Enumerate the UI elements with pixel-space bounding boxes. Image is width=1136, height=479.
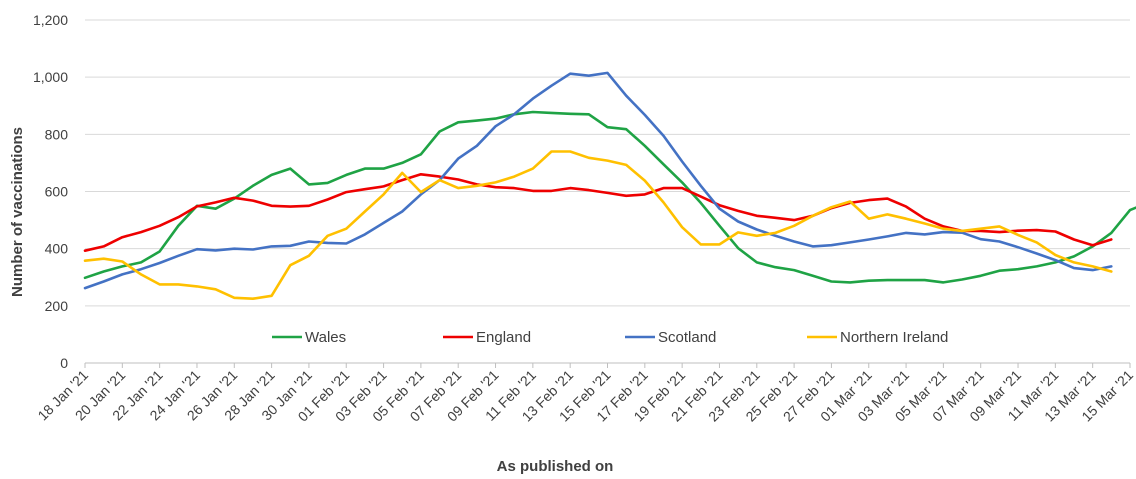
y-axis-ticks: 0 200 400 600 800 1,000 1,200 bbox=[33, 12, 68, 371]
series-line-scotland bbox=[85, 73, 1111, 288]
series-line-england bbox=[85, 174, 1111, 250]
legend-label-england: England bbox=[476, 329, 531, 346]
y-tick-label: 200 bbox=[45, 298, 69, 314]
y-tick-label: 1,000 bbox=[33, 69, 68, 85]
y-tick-label: 600 bbox=[45, 184, 69, 200]
series-line-northern-ireland bbox=[85, 152, 1111, 299]
x-axis-title: As published on bbox=[497, 458, 614, 475]
legend-label-scotland: Scotland bbox=[658, 329, 716, 346]
legend: Wales England Scotland Northern Ireland bbox=[272, 329, 948, 346]
y-axis-title: Number of vaccinations bbox=[9, 127, 26, 297]
y-tick-label: 800 bbox=[45, 126, 69, 142]
y-tick-label: 400 bbox=[45, 241, 69, 257]
series-line-wales bbox=[85, 112, 1136, 282]
legend-label-wales: Wales bbox=[305, 329, 346, 346]
y-tick-label: 0 bbox=[60, 355, 68, 371]
legend-label-northern-ireland: Northern Ireland bbox=[840, 329, 948, 346]
series-lines bbox=[85, 73, 1136, 299]
y-tick-label: 1,200 bbox=[33, 12, 68, 28]
gridlines bbox=[85, 20, 1130, 306]
